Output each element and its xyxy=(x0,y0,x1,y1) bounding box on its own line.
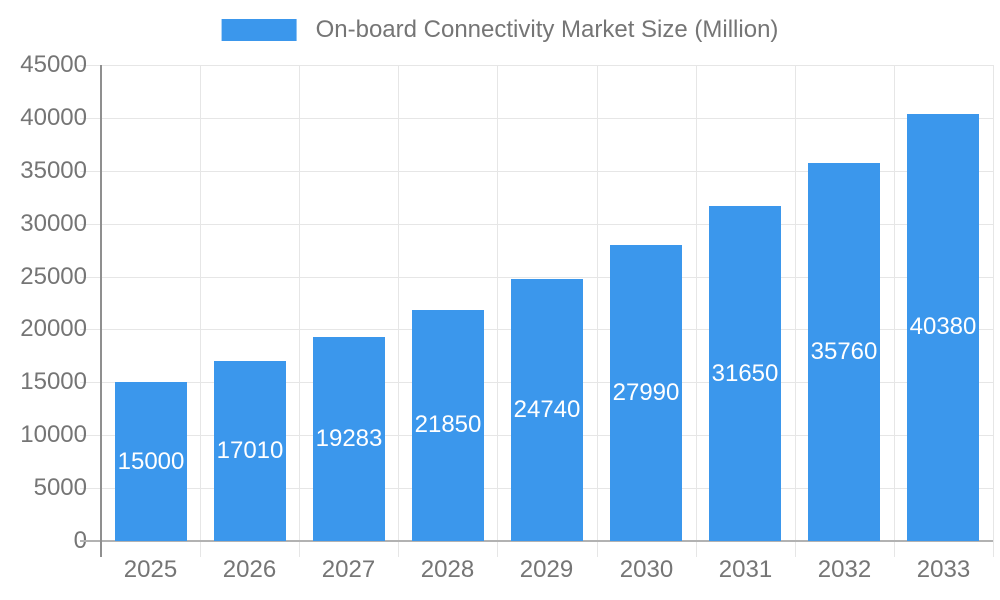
bar xyxy=(709,206,781,541)
gridline-vertical xyxy=(398,65,399,557)
bar-value-label: 15000 xyxy=(117,448,185,475)
y-axis-tick xyxy=(80,224,101,225)
x-axis-tick-label: 2025 xyxy=(123,556,178,583)
y-axis-tick-label: 30000 xyxy=(20,210,87,237)
y-axis-tick xyxy=(80,435,101,436)
x-axis-tick-label: 2029 xyxy=(519,556,574,583)
y-axis-tick-label: 35000 xyxy=(20,157,87,184)
gridline-vertical xyxy=(894,65,895,557)
gridline-horizontal xyxy=(101,277,993,278)
bar xyxy=(115,382,187,541)
gridline-vertical xyxy=(696,65,697,557)
x-axis-tick-label: 2027 xyxy=(321,556,376,583)
bar xyxy=(511,279,583,541)
bar-value-label: 35760 xyxy=(810,338,878,365)
y-axis-tick xyxy=(80,488,101,489)
y-axis-tick xyxy=(80,171,101,172)
gridline-horizontal xyxy=(101,118,993,119)
y-axis-tick-label: 15000 xyxy=(20,368,87,395)
gridline-vertical xyxy=(200,65,201,557)
y-axis-tick-label: 5000 xyxy=(33,474,87,501)
gridline-vertical xyxy=(497,65,498,557)
bar-value-label: 40380 xyxy=(909,313,977,340)
legend-swatch xyxy=(221,19,297,41)
x-axis-tick-label: 2032 xyxy=(817,556,872,583)
y-axis-tick-label: 10000 xyxy=(20,421,87,448)
y-axis-tick xyxy=(80,118,101,119)
y-axis-tick xyxy=(80,277,101,278)
gridline-horizontal xyxy=(101,224,993,225)
y-axis-line xyxy=(100,65,102,557)
x-axis-tick-label: 2030 xyxy=(619,556,674,583)
gridline-vertical xyxy=(597,65,598,557)
y-axis-tick-label: 45000 xyxy=(20,51,87,78)
x-axis-line xyxy=(80,540,993,542)
y-axis-tick-label: 25000 xyxy=(20,263,87,290)
y-axis-tick-label: 0 xyxy=(73,527,87,554)
y-axis-tick xyxy=(80,65,101,66)
bar-value-label: 19283 xyxy=(315,425,383,452)
bar xyxy=(907,114,979,541)
bar xyxy=(610,245,682,541)
bar xyxy=(412,310,484,541)
bar xyxy=(808,163,880,541)
y-axis-tick-label: 40000 xyxy=(20,104,87,131)
bar-value-label: 27990 xyxy=(612,379,680,406)
gridline-vertical xyxy=(795,65,796,557)
gridline-horizontal xyxy=(101,65,993,66)
legend-label: On-board Connectivity Market Size (Milli… xyxy=(315,16,779,43)
x-axis-tick-label: 2028 xyxy=(420,556,475,583)
gridline-vertical xyxy=(993,65,994,557)
bar xyxy=(214,361,286,541)
legend: On-board Connectivity Market Size (Milli… xyxy=(221,16,779,44)
x-axis-tick-label: 2026 xyxy=(222,556,277,583)
y-axis-tick-label: 20000 xyxy=(20,315,87,342)
bar-value-label: 24740 xyxy=(513,396,581,423)
gridline-horizontal xyxy=(101,171,993,172)
bar xyxy=(313,337,385,541)
x-axis-tick-label: 2033 xyxy=(916,556,971,583)
y-axis-tick xyxy=(80,329,101,330)
bar-value-label: 31650 xyxy=(711,360,779,387)
x-axis-tick-label: 2031 xyxy=(718,556,773,583)
gridline-vertical xyxy=(299,65,300,557)
bar-value-label: 21850 xyxy=(414,411,482,438)
y-axis-tick xyxy=(80,382,101,383)
bar-value-label: 17010 xyxy=(216,437,284,464)
